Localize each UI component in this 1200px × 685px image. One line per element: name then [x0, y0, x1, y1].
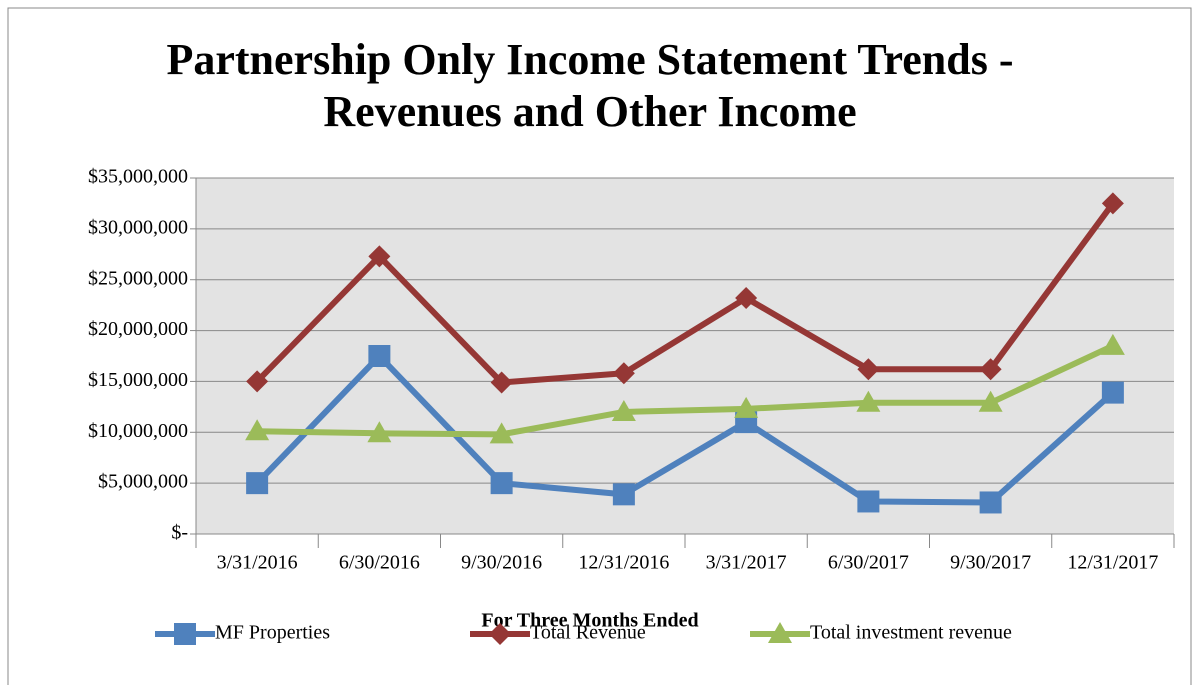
- data-point: [490, 472, 513, 495]
- x-tick-label: 3/31/2017: [706, 552, 787, 574]
- series-line: [254, 353, 1115, 506]
- data-point: [979, 491, 1002, 514]
- data-point: [368, 245, 391, 268]
- data-point: [367, 421, 392, 443]
- data-point: [1100, 333, 1125, 355]
- chart-title: Partnership Only Income Statement Trends…: [166, 35, 1014, 136]
- x-axis-title: For Three Months Ended: [481, 610, 698, 632]
- series-line: [254, 201, 1116, 386]
- data-point: [490, 371, 513, 394]
- y-tick-label: $15,000,000: [88, 369, 188, 391]
- x-tick-label: 3/31/2016: [217, 552, 298, 574]
- data-point: [489, 422, 514, 444]
- data-point: [857, 490, 880, 513]
- y-tick-label: $35,000,000: [88, 166, 188, 188]
- data-point: [368, 345, 391, 367]
- y-tick-label: $20,000,000: [88, 318, 188, 340]
- data-point: [611, 399, 636, 421]
- y-tick-label: $25,000,000: [88, 267, 188, 289]
- x-tick-label: 9/30/2016: [461, 552, 542, 574]
- x-tick-label: 9/30/2017: [950, 552, 1031, 574]
- data-point: [1101, 381, 1124, 404]
- plot-area: [196, 178, 1174, 534]
- data-point: [612, 483, 635, 506]
- data-point: [857, 358, 880, 381]
- legend-label: Total investment revenue: [810, 622, 1012, 644]
- y-tick-label: $5,000,000: [98, 471, 188, 493]
- legend-marker: [489, 623, 511, 645]
- legend-label: MF Properties: [215, 622, 330, 644]
- x-tick-label: 12/31/2017: [1067, 552, 1158, 574]
- x-tick-label: 6/30/2016: [339, 552, 420, 574]
- data-point: [1101, 192, 1124, 215]
- legend-marker: [174, 623, 196, 645]
- data-point: [245, 419, 270, 441]
- data-point: [735, 287, 758, 310]
- legend-label: Total Revenue: [530, 622, 646, 644]
- data-point: [734, 396, 759, 418]
- data-point: [856, 390, 881, 412]
- data-point: [978, 390, 1003, 412]
- series-line: [257, 343, 1115, 438]
- chart-frame: [7, 7, 1192, 685]
- x-tick-label: 12/31/2016: [578, 552, 669, 574]
- y-tick-label: $10,000,000: [88, 420, 188, 442]
- data-point: [246, 472, 269, 495]
- legend-marker: [768, 622, 792, 643]
- y-tick-label: $-: [171, 522, 188, 544]
- y-tick-label: $30,000,000: [88, 216, 188, 238]
- x-tick-label: 6/30/2017: [828, 552, 909, 574]
- data-point: [612, 362, 635, 385]
- data-point: [979, 358, 1002, 381]
- data-point: [246, 370, 269, 393]
